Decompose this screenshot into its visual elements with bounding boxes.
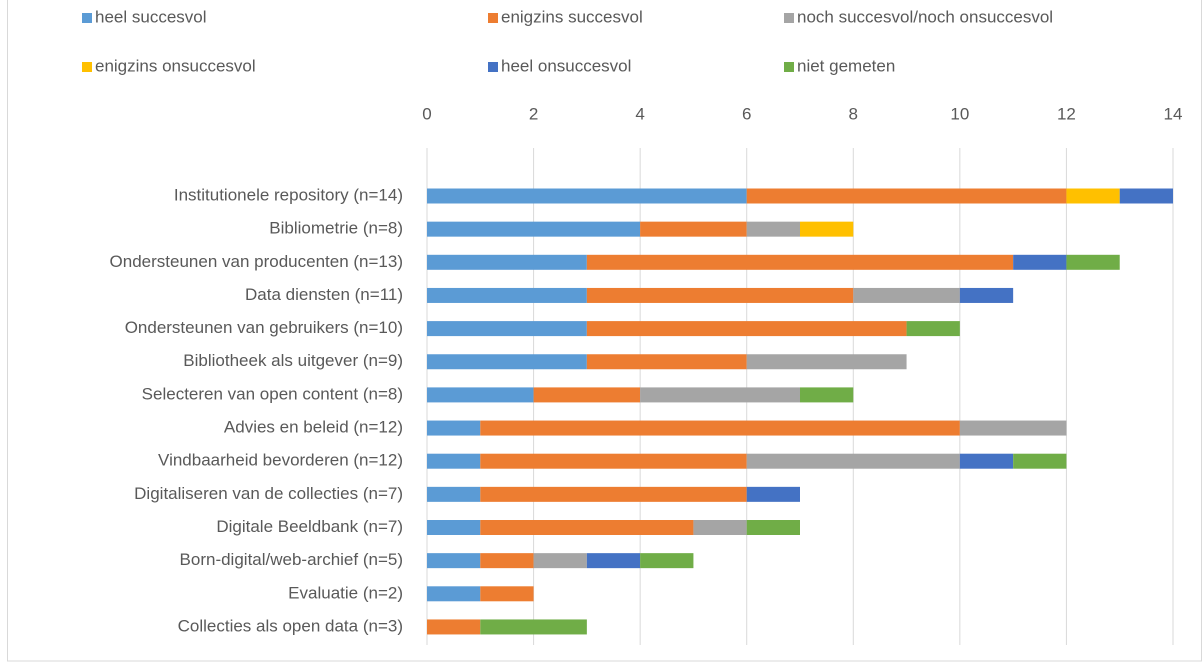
bar-segment bbox=[427, 221, 641, 237]
bar-segment bbox=[586, 287, 854, 303]
x-tick-label: 12 bbox=[1057, 104, 1076, 123]
bar-segment bbox=[427, 254, 587, 270]
bar-segment bbox=[959, 420, 1067, 436]
legend-swatch bbox=[488, 62, 498, 72]
legend-label: heel onsuccesvol bbox=[501, 56, 631, 75]
x-tick-label: 0 bbox=[422, 104, 431, 123]
legend-swatch bbox=[784, 13, 794, 23]
legend-swatch bbox=[488, 13, 498, 23]
y-tick-label: Ondersteunen van gebruikers (n=10) bbox=[125, 318, 403, 337]
bar-segment bbox=[427, 354, 587, 370]
bar-segment bbox=[640, 387, 800, 403]
y-tick-label: Digitale Beeldbank (n=7) bbox=[216, 517, 403, 536]
bar-segment bbox=[640, 221, 747, 237]
bar-segment bbox=[1119, 188, 1173, 204]
bar-segment bbox=[746, 520, 800, 535]
bar-segment bbox=[533, 553, 587, 569]
bar-segment bbox=[480, 520, 694, 535]
bar-segment bbox=[586, 553, 641, 569]
bar-segment bbox=[480, 586, 534, 602]
legend-label: enigzins onsuccesvol bbox=[95, 56, 256, 75]
bar-segment bbox=[427, 553, 481, 569]
bar-segment bbox=[427, 420, 481, 436]
bar-segment bbox=[1013, 254, 1067, 270]
bar-segment bbox=[586, 321, 907, 337]
bar-segment bbox=[427, 453, 481, 469]
x-tick-label: 2 bbox=[529, 104, 538, 123]
bar-segment bbox=[746, 221, 800, 237]
y-tick-label: Collecties als open data (n=3) bbox=[178, 616, 403, 635]
x-tick-label: 6 bbox=[742, 104, 751, 123]
y-tick-label: Selecteren van open content (n=8) bbox=[142, 384, 403, 403]
bar-segment bbox=[480, 619, 587, 635]
y-tick-label: Digitaliseren van de collecties (n=7) bbox=[134, 484, 403, 503]
legend-label: heel succesvol bbox=[95, 7, 207, 26]
bar-segment bbox=[959, 453, 1014, 469]
y-tick-label: Institutionele repository (n=14) bbox=[174, 185, 403, 204]
bar-segment bbox=[959, 287, 1014, 303]
y-tick-label: Data diensten (n=11) bbox=[245, 285, 403, 304]
bar-segment bbox=[427, 321, 587, 337]
bar-segment bbox=[427, 520, 481, 535]
x-tick-label: 8 bbox=[849, 104, 858, 123]
bar-segment bbox=[800, 387, 854, 403]
x-tick-label: 4 bbox=[635, 104, 644, 123]
bar-segment bbox=[427, 486, 481, 502]
bar-segment bbox=[746, 486, 800, 502]
bar-segment bbox=[1013, 453, 1067, 469]
bar-segment bbox=[746, 354, 907, 370]
bar-segment bbox=[480, 420, 960, 436]
bar-segment bbox=[586, 254, 1014, 270]
bar-segment bbox=[480, 453, 747, 469]
legend-swatch bbox=[82, 62, 92, 72]
bar-segment bbox=[906, 321, 960, 337]
legend-swatch bbox=[784, 62, 794, 72]
bar-segment bbox=[693, 520, 747, 535]
y-tick-label: Bibliometrie (n=8) bbox=[269, 219, 403, 238]
bar-segment bbox=[427, 387, 534, 403]
bar-segment bbox=[427, 619, 481, 635]
bar-segment bbox=[1066, 254, 1120, 270]
bar-segment bbox=[427, 586, 481, 602]
y-tick-label: Born-digital/web-archief (n=5) bbox=[180, 550, 403, 569]
bar-segment bbox=[1066, 188, 1120, 204]
legend-swatch bbox=[82, 13, 92, 23]
x-tick-label: 14 bbox=[1164, 104, 1183, 123]
legend-label: enigzins succesvol bbox=[501, 7, 643, 26]
y-tick-label: Bibliotheek als uitgever (n=9) bbox=[183, 351, 403, 370]
bar-segment bbox=[853, 287, 960, 303]
x-tick-label: 10 bbox=[950, 104, 969, 123]
bar-segment bbox=[427, 287, 587, 303]
bar-segment bbox=[480, 486, 747, 502]
y-tick-label: Vindbaarheid bevorderen (n=12) bbox=[158, 451, 403, 470]
bar-segment bbox=[533, 387, 641, 403]
bar-segment bbox=[640, 553, 694, 569]
legend-label: niet gemeten bbox=[797, 56, 895, 75]
y-tick-label: Advies en beleid (n=12) bbox=[224, 418, 403, 437]
y-tick-label: Ondersteunen van producenten (n=13) bbox=[110, 252, 403, 271]
bar-segment bbox=[746, 188, 1067, 204]
bar-segment bbox=[480, 553, 534, 569]
bar-segment bbox=[746, 453, 960, 469]
chart-border bbox=[7, 0, 1202, 662]
y-tick-label: Evaluatie (n=2) bbox=[288, 583, 403, 602]
legend-label: noch succesvol/noch onsuccesvol bbox=[797, 7, 1053, 26]
bar-segment bbox=[427, 188, 747, 204]
bar-segment bbox=[800, 221, 854, 237]
bar-segment bbox=[586, 354, 747, 370]
